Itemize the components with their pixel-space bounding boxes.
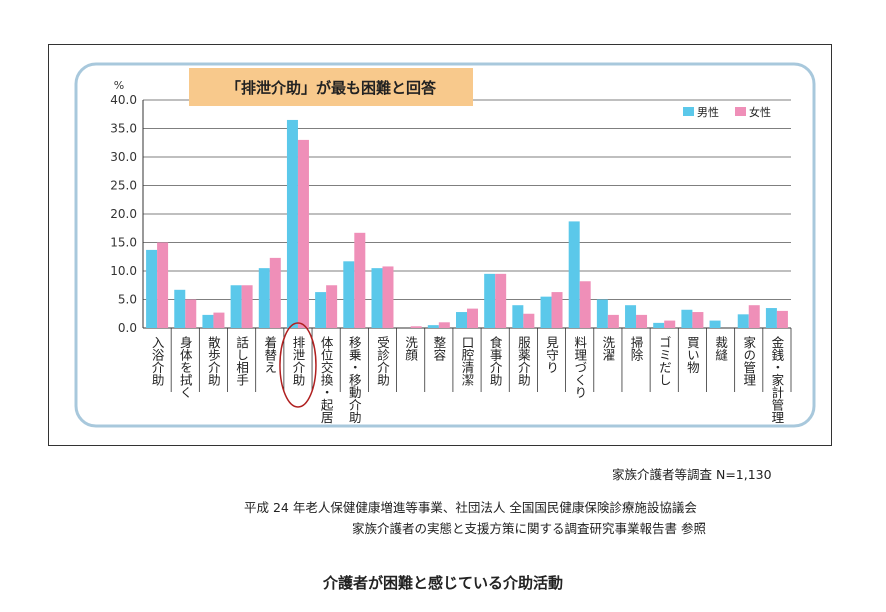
x-tick-label: 金銭・家計管理 xyxy=(769,335,784,424)
bar-male xyxy=(709,320,721,328)
bar-female xyxy=(776,310,788,328)
x-tick-label: 見守り xyxy=(544,336,559,374)
x-tick-label: ゴミだし xyxy=(657,335,672,386)
bar-female xyxy=(326,285,338,328)
x-tick-label: 買い物 xyxy=(685,336,700,374)
bar-male xyxy=(512,305,524,328)
x-tick-label: 入浴介助 xyxy=(150,336,165,386)
highlight-circle xyxy=(279,322,317,408)
bar-female xyxy=(692,312,704,328)
bar-male xyxy=(202,314,214,328)
y-tick-label: 0.0 xyxy=(118,321,137,335)
x-tick-label: 移乗・移動介助 xyxy=(347,336,362,424)
x-tick-label: 着替え xyxy=(262,335,277,374)
bar-male xyxy=(343,261,355,328)
legend-label: 男性 xyxy=(697,105,719,119)
bar-female xyxy=(523,313,535,328)
bar-female xyxy=(551,292,563,328)
x-tick-label: 散歩介助 xyxy=(206,335,221,386)
x-tick-label: 料理づくり xyxy=(572,336,587,399)
bar-female xyxy=(467,308,478,328)
survey-note: 家族介護者等調査 N=1,130 xyxy=(612,467,772,482)
x-tick-label: 整容 xyxy=(431,335,446,362)
legend-swatch xyxy=(683,107,694,116)
bar-female xyxy=(269,257,281,328)
x-tick-label: 排泄介助 xyxy=(290,336,305,386)
legend-swatch xyxy=(735,107,746,116)
y-tick-label: 15.0 xyxy=(110,236,137,250)
x-tick-label: 服薬介助 xyxy=(516,336,531,386)
bar-male xyxy=(568,221,580,328)
bar-male xyxy=(286,119,298,328)
bar-female xyxy=(664,320,676,328)
bar-male xyxy=(427,325,439,328)
bar-female xyxy=(185,299,197,328)
bar-male xyxy=(484,273,496,328)
bar-female xyxy=(410,326,422,328)
callout-box xyxy=(189,68,473,106)
bar-male xyxy=(315,292,327,328)
bar-female xyxy=(382,266,394,328)
bar-female xyxy=(579,281,591,328)
bar-male xyxy=(625,305,637,328)
bar-male xyxy=(230,285,242,328)
bar-male xyxy=(681,309,693,328)
bar-male xyxy=(371,268,383,328)
bar-female xyxy=(241,285,253,328)
y-tick-label: 20.0 xyxy=(110,207,137,221)
x-tick-label: 身体を拭く xyxy=(178,335,193,399)
source-line-2: 家族介護者の実態と支援方策に関する調査研究事業報告書 参照 xyxy=(352,521,706,536)
bar-female xyxy=(297,139,309,328)
y-tick-label: 10.0 xyxy=(110,264,137,278)
bar-male xyxy=(596,299,608,328)
bar-male xyxy=(540,296,552,328)
y-tick-label: 35.0 xyxy=(110,122,137,136)
bar-female xyxy=(607,314,619,328)
legend-label: 女性 xyxy=(749,105,771,119)
figure-caption: 介護者が困難と感じている介助活動 xyxy=(322,574,563,592)
callout-text: 「排泄介助」が最も困難と回答 xyxy=(226,79,437,97)
x-tick-label: 体位交換・起居 xyxy=(319,336,334,424)
bar-female xyxy=(495,273,507,328)
x-tick-label: 受診介助 xyxy=(375,336,390,386)
y-tick-label: 5.0 xyxy=(118,293,137,307)
y-tick-label: 30.0 xyxy=(110,150,137,164)
y-tick-label: 25.0 xyxy=(110,179,137,193)
source-line-1: 平成 24 年老人保健健康増進等事業、社団法人 全国国民健康保険診療施設協議会 xyxy=(244,500,697,515)
x-tick-label: 家の管理 xyxy=(741,335,756,386)
x-tick-label: 洗顔 xyxy=(403,336,418,362)
bar-chart: 40.0 35.0 30.0 25.0 20.0 15.0 10.0 5.0 0.0% 入浴介助身… xyxy=(74,62,816,428)
x-tick-label: 洗濯 xyxy=(600,336,615,362)
bar-male xyxy=(174,289,186,328)
chart-panel xyxy=(74,62,816,428)
y-unit-label: % xyxy=(114,79,124,92)
x-tick-label: 食事介助 xyxy=(488,335,503,386)
bar-male xyxy=(765,308,777,328)
bar-female xyxy=(354,232,366,328)
bar-male xyxy=(146,249,158,328)
bar-male xyxy=(737,314,749,328)
bar-male xyxy=(258,268,270,328)
bar-female xyxy=(636,314,648,328)
y-tick-label: 40.0 xyxy=(110,93,137,107)
figure-frame: 40.0 35.0 30.0 25.0 20.0 15.0 10.0 5.0 0.0% 入浴介助身… xyxy=(48,44,832,446)
bar-male xyxy=(456,312,467,328)
x-tick-label: 裁縫 xyxy=(713,335,728,361)
bar-female xyxy=(438,322,450,328)
x-tick-label: 話し相手 xyxy=(234,335,249,386)
x-tick-label: 口腔清潔 xyxy=(460,336,475,386)
x-tick-label: 掃除 xyxy=(629,335,644,361)
bar-female xyxy=(157,242,169,328)
bar-female xyxy=(213,312,225,328)
bar-male xyxy=(653,322,665,328)
bar-female xyxy=(748,305,760,328)
